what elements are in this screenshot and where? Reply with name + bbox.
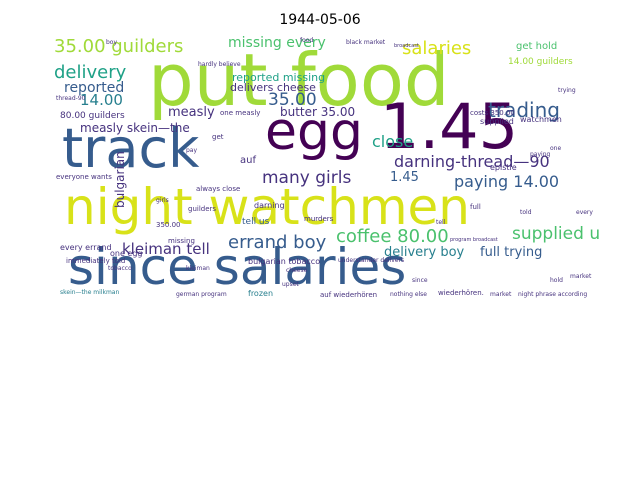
word-watchmen: watchmen bbox=[520, 115, 562, 124]
word-tell-us: tell us bbox=[242, 217, 270, 227]
word-always-close: always close bbox=[196, 185, 241, 193]
word-thread-90: thread-90 bbox=[56, 95, 86, 102]
word-trading: trading bbox=[488, 98, 560, 122]
word-tobacco: tobacco bbox=[108, 265, 132, 272]
word-14-00: 14.00 bbox=[80, 91, 123, 109]
word-reported: reported bbox=[64, 80, 125, 96]
word-coffee-80: coffee 80.00 bbox=[336, 226, 449, 247]
word-missing-every: missing every bbox=[228, 35, 326, 51]
word-market: market bbox=[490, 291, 512, 298]
word-told: told bbox=[520, 209, 532, 216]
word-darning: darning bbox=[254, 201, 285, 210]
page-title: 1944-05-06 bbox=[279, 12, 361, 28]
word-program-broadcast: program broadcast bbox=[450, 237, 498, 243]
word-murders: murders bbox=[304, 215, 334, 223]
word-reported-missing: reported missing bbox=[232, 71, 326, 84]
word-egg: egg bbox=[265, 102, 364, 162]
word-14-guilders: 14.00 guilders bbox=[508, 57, 573, 67]
word-80-guilders: 80.00 guilders bbox=[60, 111, 125, 121]
word-trying: trying bbox=[558, 87, 576, 94]
word-butter-35: butter 35.00 bbox=[280, 105, 356, 119]
word-errand-boy: errand boy bbox=[228, 232, 327, 253]
word-full-trying: full trying bbox=[480, 245, 543, 260]
word-one-measly: one measly bbox=[220, 109, 261, 117]
word-night-watchmen: night watchmen bbox=[64, 178, 470, 236]
word-35-guilders: 35.00 guilders bbox=[54, 36, 184, 57]
word-close: close bbox=[372, 132, 414, 151]
word-since: since bbox=[412, 277, 428, 284]
word-german-program: german program bbox=[176, 291, 227, 298]
word-every: every bbox=[576, 209, 593, 216]
word-skein-milkman: skein—the milkman bbox=[60, 289, 120, 296]
word-supplied: supplied bbox=[480, 117, 514, 126]
word-wiederhoren: wiederhören. bbox=[438, 289, 484, 297]
word-missing: missing bbox=[168, 237, 195, 245]
word-put-food: put food bbox=[148, 38, 450, 122]
word-cheese: cheese bbox=[286, 267, 308, 274]
word-food: food bbox=[300, 37, 314, 44]
word-one: one bbox=[550, 145, 562, 152]
word-get: get bbox=[212, 133, 224, 141]
word-kleiman-tell: kleiman tell bbox=[122, 240, 210, 258]
word-broadcast: broadcast bbox=[394, 43, 419, 49]
word-everyone-wants: everyone wants bbox=[56, 173, 112, 181]
word-delivers-cheese: delivers cheese bbox=[230, 81, 316, 94]
word-pay: pay bbox=[186, 147, 198, 154]
word-delivery-boy: delivery boy bbox=[384, 245, 465, 260]
word-track: track bbox=[62, 117, 200, 180]
word-350: 350.00 bbox=[156, 221, 181, 229]
word-hardly-believe: hardly believe bbox=[198, 61, 241, 68]
word-night-phrase: night phrase according bbox=[518, 291, 588, 298]
word-understander: understander delivers bbox=[338, 257, 405, 264]
word-cloud: put food since salaries night watchmen t… bbox=[50, 34, 600, 302]
word-35-00: 35.00 bbox=[268, 90, 317, 110]
word-paying-14: paying 14.00 bbox=[454, 172, 560, 191]
word-get-hold: get hold bbox=[516, 41, 558, 52]
word-nothing-else: nothing else bbox=[390, 291, 427, 298]
word-boy: boy bbox=[106, 39, 118, 46]
word-immediately-told: immediately told bbox=[66, 257, 126, 265]
word-supplied-us-big: supplied us bbox=[512, 224, 600, 244]
word-black-market: black market bbox=[346, 39, 386, 46]
word-hold: hold bbox=[550, 277, 563, 284]
word-salaries: salaries bbox=[402, 38, 472, 59]
word-auf-wiederhoren: auf wiederhören bbox=[320, 291, 378, 299]
word-market-small: market bbox=[570, 273, 592, 280]
word-upset: upset bbox=[282, 281, 299, 288]
word-frozen: frozen bbox=[248, 289, 274, 298]
word-1-45-big: 1.45 bbox=[380, 90, 519, 163]
word-since-salaries: since salaries bbox=[68, 238, 407, 296]
word-epistle: epistle bbox=[490, 163, 517, 172]
word-full: full bbox=[470, 203, 481, 211]
word-1-45: 1.45 bbox=[390, 170, 419, 185]
word-delivery: delivery bbox=[54, 62, 127, 83]
word-costs-350: costs 350.00 bbox=[470, 109, 515, 117]
word-paying: paying bbox=[530, 151, 551, 158]
word-guilders: guilders bbox=[188, 205, 217, 213]
word-measly-skein: measly skein—the bbox=[80, 121, 190, 135]
word-bulgarian: bulgarian bbox=[113, 151, 127, 208]
word-girls: girls bbox=[156, 197, 169, 204]
word-bulgarian-tobacco: bulgarian tobacco bbox=[248, 257, 321, 266]
word-many-girls: many girls bbox=[262, 168, 352, 188]
word-darning-thread: darning-thread—90 bbox=[394, 152, 550, 171]
word-kleiman: kleiman bbox=[186, 265, 210, 272]
word-measly: measly bbox=[168, 105, 215, 120]
word-every-errand: every errand bbox=[60, 243, 112, 252]
word-one-egg: one egg bbox=[110, 249, 143, 258]
word-tell: tell bbox=[436, 219, 446, 226]
word-auf: auf bbox=[240, 155, 256, 166]
